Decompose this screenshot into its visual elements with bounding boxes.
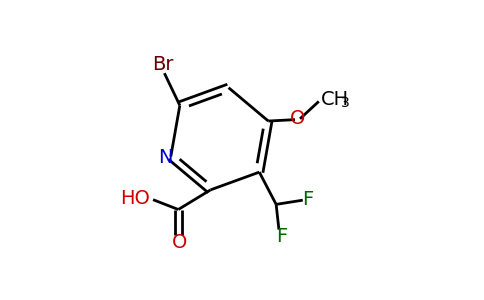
Text: CH: CH [321, 90, 349, 109]
Text: Br: Br [152, 55, 174, 74]
Text: F: F [276, 227, 287, 246]
Text: F: F [302, 190, 314, 209]
Text: HO: HO [121, 189, 150, 208]
Text: N: N [158, 148, 172, 167]
Text: O: O [290, 109, 305, 128]
Text: 3: 3 [341, 96, 349, 110]
Text: O: O [171, 233, 187, 252]
